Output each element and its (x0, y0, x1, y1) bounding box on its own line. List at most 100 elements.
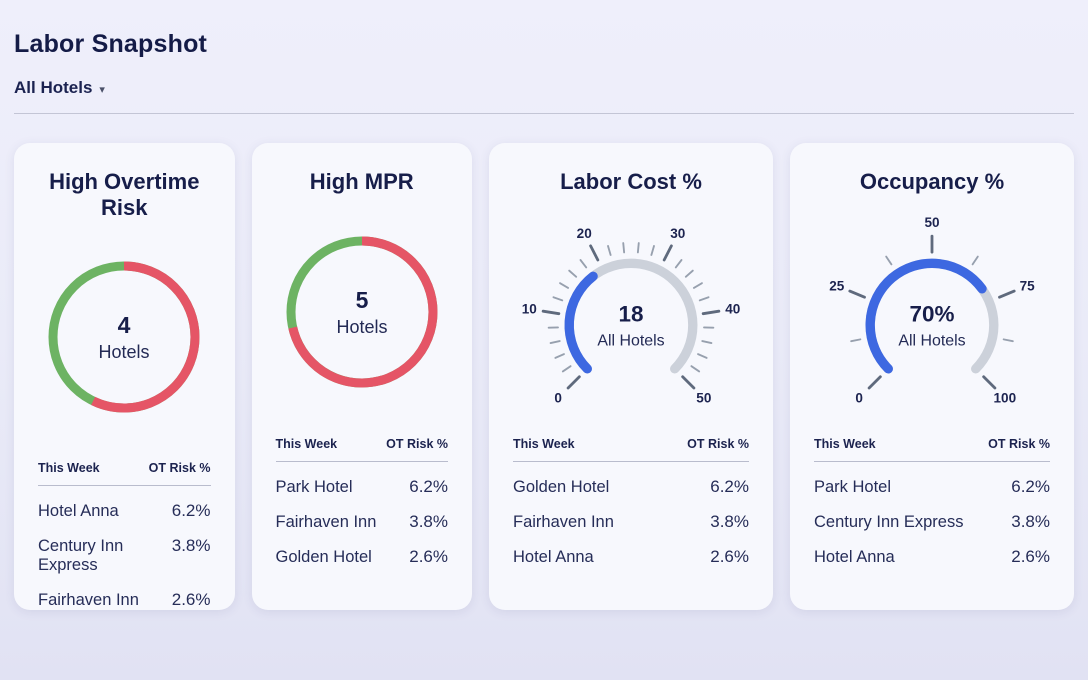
gauge-value: 70% (910, 301, 955, 326)
table-body: Hotel Anna 6.2% Century Inn Express 3.8% Fai… (38, 501, 211, 610)
gauge-minor-tick (568, 269, 578, 278)
column-header-ot-risk: OT Risk % (988, 437, 1050, 451)
table-header-row: This Week OT Risk % (513, 437, 749, 462)
table-row: Hotel Anna 2.6% (513, 547, 749, 567)
gauge-major-tick (541, 309, 561, 316)
gauge-major-tick (681, 375, 696, 390)
gauge-minor-tick (701, 340, 713, 345)
page-header: Labor Snapshot All Hotels ▾ (14, 0, 1074, 114)
metric-card: High Overtime Risk 4 Hotels This Week OT … (14, 143, 235, 610)
ot-risk-value: 6.2% (409, 477, 448, 496)
table-row: Golden Hotel 2.6% (276, 547, 449, 567)
chart-area: 0 10 20 30 40 50 18 All Hotels (513, 199, 749, 425)
table-body: Golden Hotel 6.2% Fairhaven Inn 3.8% Hotel A… (513, 477, 749, 567)
gauge-tick-label: 25 (829, 278, 845, 293)
gauge-progress-arc (564, 271, 598, 374)
table-row: Hotel Anna 2.6% (814, 547, 1050, 567)
ot-risk-value: 2.6% (710, 547, 749, 566)
chart-area: 5 Hotels (276, 199, 449, 425)
hotel-name: Hotel Anna (38, 502, 119, 520)
ot-risk-value: 3.8% (710, 512, 749, 531)
gauge-chart: 0 10 20 30 40 50 18 All Hotels (522, 226, 741, 406)
gauge-major-tick (848, 289, 866, 299)
gauge-sub-label: All Hotels (597, 333, 664, 350)
column-header-ot-risk: OT Risk % (386, 437, 448, 451)
chart-area: 4 Hotels (38, 225, 211, 449)
ot-risk-value: 6.2% (1011, 477, 1050, 496)
chart-area: 0 25 50 75 100 70% All Hotels (814, 199, 1050, 425)
gauge-tick-label: 10 (522, 302, 537, 317)
table-row: Century Inn Express 3.8% (814, 512, 1050, 532)
gauge-minor-tick (559, 282, 570, 289)
hotel-name: Golden Hotel (275, 548, 372, 566)
gauge-minor-tick (690, 365, 701, 373)
gauge-major-tick (867, 375, 882, 390)
gauge-tick-label: 0 (855, 391, 863, 406)
metric-card: Labor Cost % 0 10 20 30 40 50 18 All Hotels Thi… (489, 143, 773, 610)
table-header-row: This Week OT Risk % (814, 437, 1050, 462)
table-header-row: This Week OT Risk % (38, 461, 211, 486)
gauge-minor-tick (684, 269, 694, 278)
gauge-major-tick (662, 244, 673, 262)
gauge-major-tick (998, 289, 1016, 299)
ot-risk-value: 2.6% (409, 547, 448, 566)
hotel-name: Fairhaven Inn (513, 513, 614, 531)
gauge-minor-tick (1002, 338, 1014, 343)
hotel-table: This Week OT Risk % Hotel Anna 6.2% Centur… (38, 461, 211, 610)
column-header-ot-risk: OT Risk % (148, 461, 211, 475)
gauge-minor-tick (850, 338, 862, 343)
hotel-name: Golden Hotel (513, 478, 610, 496)
ot-risk-value: 3.8% (171, 536, 211, 555)
gauge-minor-tick (885, 255, 893, 266)
donut-unit-label: Hotels (99, 342, 150, 362)
gauge-tick-label: 50 (696, 391, 711, 406)
donut-risk-arc (286, 236, 438, 388)
card-title: Labor Cost % (560, 169, 702, 194)
table-row: Fairhaven Inn 2.6% (38, 590, 211, 610)
hotel-filter-dropdown[interactable]: All Hotels ▾ (14, 78, 105, 98)
hotel-name: Century Inn Express (814, 513, 964, 531)
hotel-table: This Week OT Risk % Park Hotel 6.2% Fairha… (275, 437, 449, 567)
gauge-tick-label: 30 (670, 226, 685, 241)
gauge-sub-label: All Hotels (898, 333, 965, 350)
donut-value: 4 (118, 312, 131, 338)
ot-risk-value: 3.8% (409, 512, 448, 531)
gauge-tick-label: 50 (924, 215, 939, 230)
gauge-minor-tick (692, 282, 703, 289)
ot-risk-value: 6.2% (710, 477, 749, 496)
table-body: Park Hotel 6.2% Century Inn Express 3.8% Hot… (814, 477, 1050, 567)
column-header-ot-risk: OT Risk % (687, 437, 749, 451)
hotel-table: This Week OT Risk % Golden Hotel 6.2% Fair… (513, 437, 749, 567)
hotel-name: Park Hotel (814, 478, 892, 496)
hotel-name: Fairhaven Inn (38, 591, 139, 609)
hotel-name: Century Inn Express (38, 537, 124, 574)
card-title: High MPR (309, 169, 414, 194)
gauge-minor-tick (674, 259, 683, 269)
header-divider (14, 113, 1074, 114)
table-row: Fairhaven Inn 3.8% (276, 512, 449, 532)
ot-risk-value: 2.6% (171, 590, 211, 609)
gauge-minor-tick (971, 255, 979, 266)
gauge-minor-tick (636, 242, 640, 254)
gauge-value: 18 (619, 301, 644, 326)
column-header-this-week: This Week (38, 461, 100, 475)
table-row: Park Hotel 6.2% (276, 477, 449, 497)
gauge-minor-tick (698, 296, 710, 302)
hotel-name: Fairhaven Inn (275, 513, 377, 531)
ot-risk-value: 3.8% (1011, 512, 1050, 531)
hotel-name: Hotel Anna (513, 548, 594, 566)
gauge-progress-arc (865, 258, 987, 374)
chevron-down-icon: ▾ (99, 83, 105, 96)
ot-risk-value: 6.2% (171, 501, 211, 520)
donut-unit-label: Hotels (336, 317, 387, 337)
column-header-this-week: This Week (513, 437, 575, 451)
gauge-major-tick (566, 375, 581, 390)
hotel-filter-label: All Hotels (14, 78, 93, 97)
gauge-minor-tick (579, 259, 588, 269)
hotel-table: This Week OT Risk % Park Hotel 6.2% Centur… (814, 437, 1050, 567)
gauge-minor-tick (622, 242, 626, 254)
metric-card: Occupancy % 0 25 50 75 100 70% All Hotels This… (790, 143, 1074, 610)
gauge-tick-label: 0 (554, 391, 562, 406)
gauge-minor-tick (561, 365, 572, 373)
